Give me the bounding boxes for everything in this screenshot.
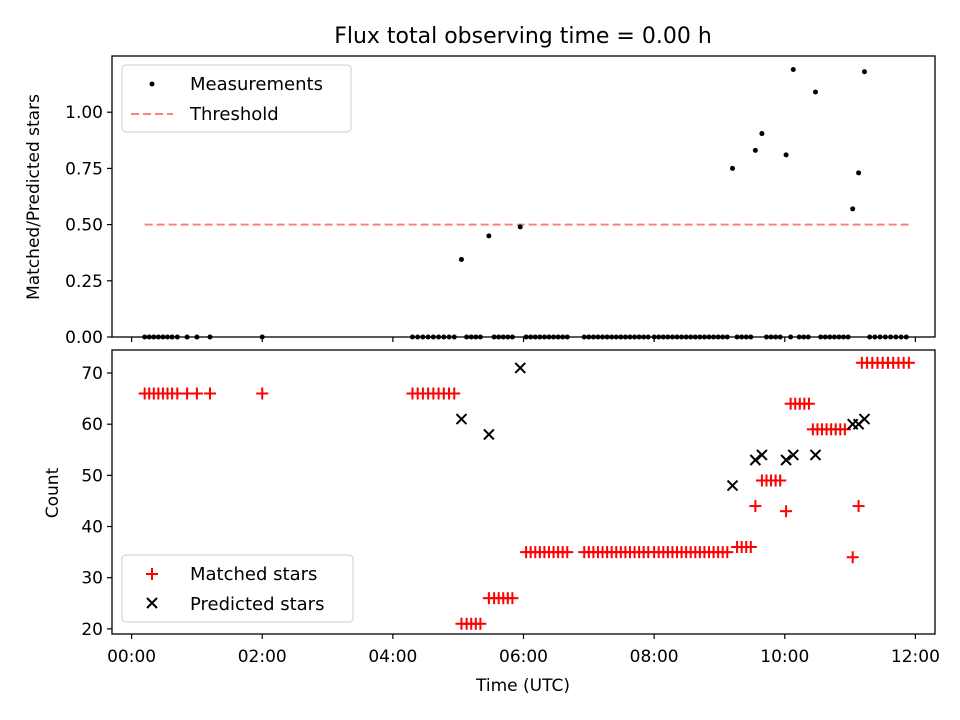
- matched-star-point: [846, 551, 859, 564]
- matched-star-point: [774, 474, 787, 487]
- matched-star-point: [744, 541, 757, 554]
- bottom-x-tick-label: 08:00: [630, 647, 679, 667]
- measurement-point: [486, 233, 492, 239]
- matched-star-point: [749, 500, 762, 513]
- bottom-y-tick-label: 40: [81, 518, 103, 538]
- top-x-ticks: [130, 337, 917, 342]
- legend-measurements-label: Measurements: [190, 74, 323, 95]
- bottom-y-axis: 20 30 40 50 60 70: [81, 364, 112, 640]
- measurement-point: [850, 206, 856, 212]
- top-y-axis-label: Matched/Predicted stars: [24, 94, 44, 300]
- top-legend: Measurements Threshold: [121, 64, 352, 133]
- top-y-axis: 0.00 0.25 0.50 0.75 1.00: [65, 103, 112, 348]
- legend-matched-label: Matched stars: [190, 564, 317, 585]
- legend-predicted-label: Predicted stars: [190, 594, 324, 615]
- predicted-star-point: [514, 362, 526, 374]
- matched-star-point: [802, 397, 815, 410]
- measurement-point: [458, 256, 464, 262]
- matched-star-point: [203, 387, 216, 400]
- matched-star-point: [448, 387, 461, 400]
- measurement-point: [856, 170, 862, 176]
- top-y-tick-label: 0.00: [65, 328, 103, 348]
- bottom-x-tick-label: 02:00: [238, 647, 287, 667]
- top-y-tick-label: 1.00: [65, 103, 103, 123]
- top-y-tick-label: 0.50: [65, 216, 103, 236]
- bottom-y-tick-label: 50: [81, 466, 103, 486]
- top-panel-data: [142, 66, 909, 340]
- matched-star-point: [561, 546, 574, 559]
- measurement-point: [861, 69, 867, 75]
- bottom-legend: Matched stars Predicted stars: [121, 554, 354, 623]
- matched-star-point: [780, 505, 793, 518]
- matched-star-point: [721, 546, 734, 559]
- measurement-point: [517, 224, 523, 230]
- bottom-x-tick-label: 12:00: [891, 647, 940, 667]
- predicted-star-point: [809, 449, 822, 461]
- predicted-star-point: [858, 413, 871, 425]
- measurement-point: [812, 89, 818, 95]
- predicted-star-point: [756, 449, 768, 461]
- bottom-y-tick-label: 20: [81, 620, 103, 640]
- matched-star-point: [852, 500, 865, 513]
- predicted-star-point: [455, 413, 468, 425]
- bottom-panel-data: [138, 356, 915, 630]
- chart-title: Flux total observing time = 0.00 h: [334, 24, 712, 49]
- predicted-star-point: [483, 428, 495, 441]
- legend-measurements-marker: [149, 81, 155, 87]
- bottom-y-tick-label: 70: [81, 364, 103, 384]
- bottom-x-tick-label: 04:00: [368, 647, 417, 667]
- matched-star-point: [474, 617, 487, 630]
- predicted-star-point: [787, 449, 799, 461]
- bottom-x-tick-label: 10:00: [760, 647, 809, 667]
- predicted-star-point: [780, 454, 792, 466]
- measurement-point: [752, 147, 758, 153]
- measurement-point: [730, 165, 736, 171]
- matched-star-point: [256, 387, 269, 400]
- predicted-star-point: [726, 479, 739, 492]
- bottom-x-axis-label: Time (UTC): [475, 676, 570, 696]
- bottom-y-axis-label: Count: [43, 467, 63, 518]
- bottom-x-axis: 00:00 02:00 04:00 06:00 08:00 10:00 12:00: [107, 634, 940, 667]
- measurement-point: [783, 152, 789, 158]
- matched-star-point: [506, 592, 519, 605]
- legend-predicted-marker: [146, 597, 158, 609]
- predicted-star-point: [749, 454, 762, 466]
- matched-star-point: [902, 356, 915, 369]
- matched-star-point: [190, 387, 203, 400]
- bottom-y-tick-label: 30: [81, 569, 103, 589]
- measurement-point: [790, 66, 796, 72]
- legend-matched-marker: [146, 568, 158, 580]
- top-y-tick-label: 0.25: [65, 272, 103, 292]
- top-y-tick-label: 0.75: [65, 159, 103, 179]
- bottom-y-tick-label: 60: [81, 415, 103, 435]
- bottom-x-tick-label: 06:00: [499, 647, 548, 667]
- measurement-point: [759, 131, 765, 137]
- bottom-x-tick-label: 00:00: [107, 647, 156, 667]
- legend-threshold-label: Threshold: [189, 104, 279, 125]
